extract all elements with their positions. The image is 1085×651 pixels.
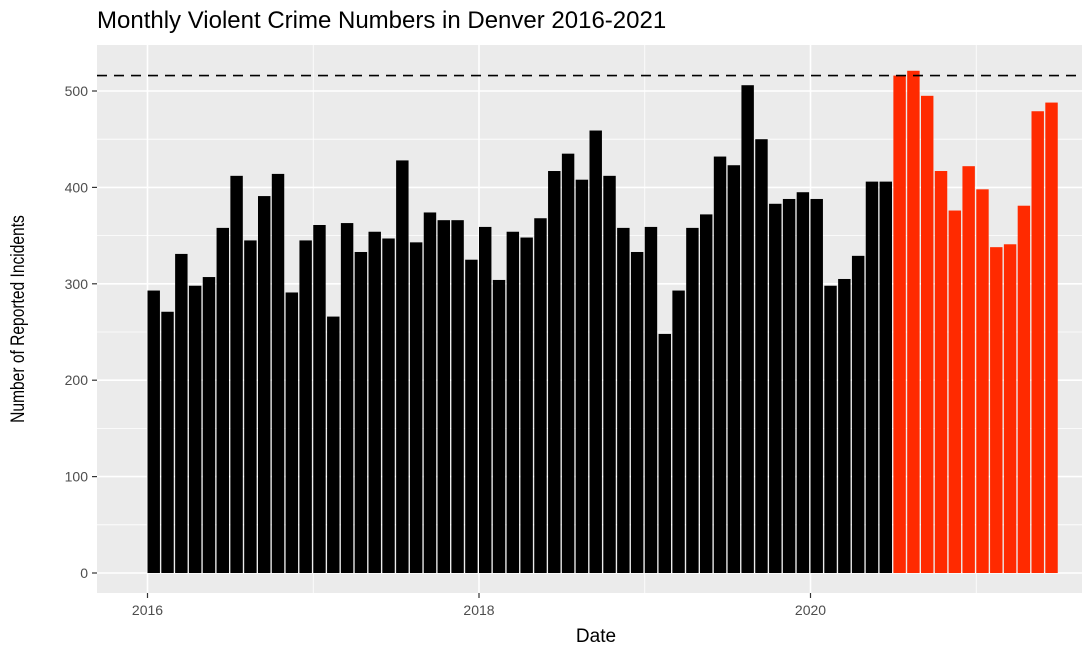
bar [741,85,754,573]
bar [479,226,492,573]
bar [423,212,437,574]
bar [216,227,229,573]
bar [907,70,920,574]
y-axis-title: Number of Reported Incidents [7,215,29,423]
bar [258,196,271,574]
bar [921,95,934,573]
bar [396,160,409,573]
bar [147,290,160,573]
y-tick-label: 500 [65,83,89,99]
bar [603,175,616,573]
bar [672,290,685,573]
bar [285,292,299,573]
bar [700,214,713,573]
chart-title: Monthly Violent Crime Numbers in Denver … [97,7,666,34]
bar [824,285,837,573]
bar [879,181,892,573]
bar [1017,205,1031,573]
bar [492,279,506,573]
bar [727,165,741,573]
bar [175,253,188,573]
bar [865,181,879,573]
bar [990,247,1003,573]
y-tick-label: 400 [65,179,89,195]
bar [658,333,671,573]
bar [851,255,865,573]
bar [713,156,727,573]
bar [534,218,547,574]
y-tick-label: 200 [65,372,89,388]
bar [354,251,368,573]
bar [244,240,257,574]
bars [147,70,1058,574]
bar [755,139,768,573]
bar [161,311,174,573]
x-tick-label: 2020 [795,602,826,618]
bar [230,175,243,573]
bar [686,227,699,573]
y-tick-label: 0 [80,565,88,581]
bar [313,224,326,573]
y-tick-label: 300 [65,276,89,292]
bar [934,171,948,573]
y-tick-label: 100 [65,469,89,485]
bar [382,238,395,573]
x-axis: 2016 2018 2020 [132,593,826,618]
bar [589,130,602,574]
bar [340,223,354,573]
bar [327,316,340,573]
bar [271,173,285,574]
bar [506,231,520,573]
bar [437,220,450,573]
x-axis-title: Date [576,626,616,647]
bar [796,192,810,573]
y-axis: 0 100 200 300 400 500 [65,83,97,581]
bar [451,220,464,573]
bar [1003,244,1017,573]
bar [644,226,658,573]
x-tick-label: 2018 [463,602,494,618]
bar [838,278,851,573]
bar [520,237,533,573]
bar [948,210,962,573]
bar [782,198,796,573]
bar [409,242,423,573]
x-tick-label: 2016 [132,602,163,618]
bar [548,171,561,573]
bar [962,166,975,573]
bar [465,259,478,573]
bar [575,179,589,574]
bar [188,285,202,573]
bar [202,277,216,573]
bar [617,227,630,573]
bar [1045,102,1058,574]
bar [299,240,312,574]
bar [769,203,782,573]
bar [1031,111,1044,573]
bar [810,198,823,573]
bar [368,231,381,573]
bar [893,75,906,574]
bar [561,153,575,573]
bar [630,251,644,573]
bar [976,189,989,573]
